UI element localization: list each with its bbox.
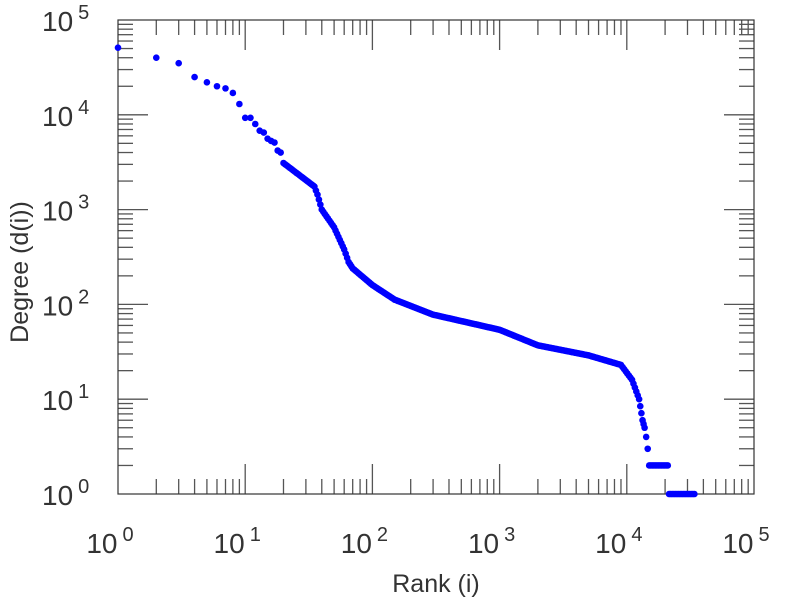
data-point (315, 196, 323, 203)
data-point (152, 54, 160, 62)
tick-base: 10 (42, 196, 73, 227)
data-points (114, 44, 698, 498)
data-point (175, 59, 182, 67)
tick-base: 10 (42, 480, 73, 511)
data-point (642, 433, 650, 441)
data-point (638, 409, 645, 417)
tick-base: 10 (722, 528, 753, 559)
tick-exponent: 1 (250, 524, 261, 546)
data-point (260, 129, 268, 136)
x-tick-label: 10 1 (214, 524, 261, 559)
data-point (191, 73, 198, 81)
data-point (247, 114, 254, 122)
data-point (241, 114, 249, 122)
y-tick-label: 10 1 (42, 381, 89, 416)
tick-base: 10 (341, 528, 372, 559)
y-tick-label: 10 3 (42, 192, 89, 227)
tick-exponent: 2 (377, 524, 388, 546)
data-point (636, 402, 644, 410)
data-point (644, 445, 652, 453)
tick-exponent: 0 (123, 524, 134, 546)
tick-exponent: 4 (631, 524, 642, 546)
tick-base: 10 (468, 528, 499, 559)
x-axis-label: Rank (i) (392, 570, 480, 598)
data-point (641, 424, 648, 432)
tick-base: 10 (42, 6, 73, 37)
y-axis-label: Degree (d(i)) (6, 201, 34, 343)
tick-base: 10 (214, 528, 245, 559)
x-tick-label: 10 4 (595, 524, 642, 559)
tick-base: 10 (86, 528, 117, 559)
data-point (213, 82, 221, 90)
x-tick-label: 10 3 (468, 524, 515, 559)
x-tick-label: 10 2 (341, 524, 388, 559)
tick-base: 10 (595, 528, 626, 559)
x-tick-label: 10 0 (86, 524, 133, 559)
data-point (229, 89, 237, 97)
tick-exponent: 0 (78, 476, 89, 498)
y-tick-label: 10 0 (42, 476, 89, 511)
tick-exponent: 1 (78, 381, 89, 403)
data-point (114, 44, 122, 52)
tick-exponent: 3 (78, 192, 89, 214)
data-point (277, 149, 284, 156)
y-tick-label: 10 2 (42, 286, 89, 321)
y-tick-label: 10 5 (42, 2, 89, 37)
x-tick-labels: 10 0 10 1 10 2 10 3 10 4 10 5 (86, 524, 769, 559)
data-point (203, 79, 211, 86)
data-point (236, 100, 243, 108)
tick-exponent: 4 (78, 97, 89, 119)
y-tick-label: 10 4 (42, 97, 89, 132)
data-point (664, 462, 672, 469)
data-point (691, 490, 698, 498)
plot-frame (117, 19, 755, 495)
data-point (317, 201, 324, 208)
data-point (222, 85, 229, 92)
axis-ticks (118, 20, 754, 494)
tick-exponent: 3 (504, 524, 515, 546)
tick-base: 10 (42, 101, 73, 132)
data-point (251, 120, 259, 128)
tick-base: 10 (42, 385, 73, 416)
x-tick-label: 10 5 (722, 524, 769, 559)
tick-exponent: 5 (759, 524, 770, 546)
data-point (271, 139, 278, 146)
data-point (635, 395, 643, 403)
tick-exponent: 2 (78, 286, 89, 308)
tick-exponent: 5 (78, 2, 89, 24)
data-point (314, 191, 321, 198)
tick-base: 10 (42, 290, 73, 321)
